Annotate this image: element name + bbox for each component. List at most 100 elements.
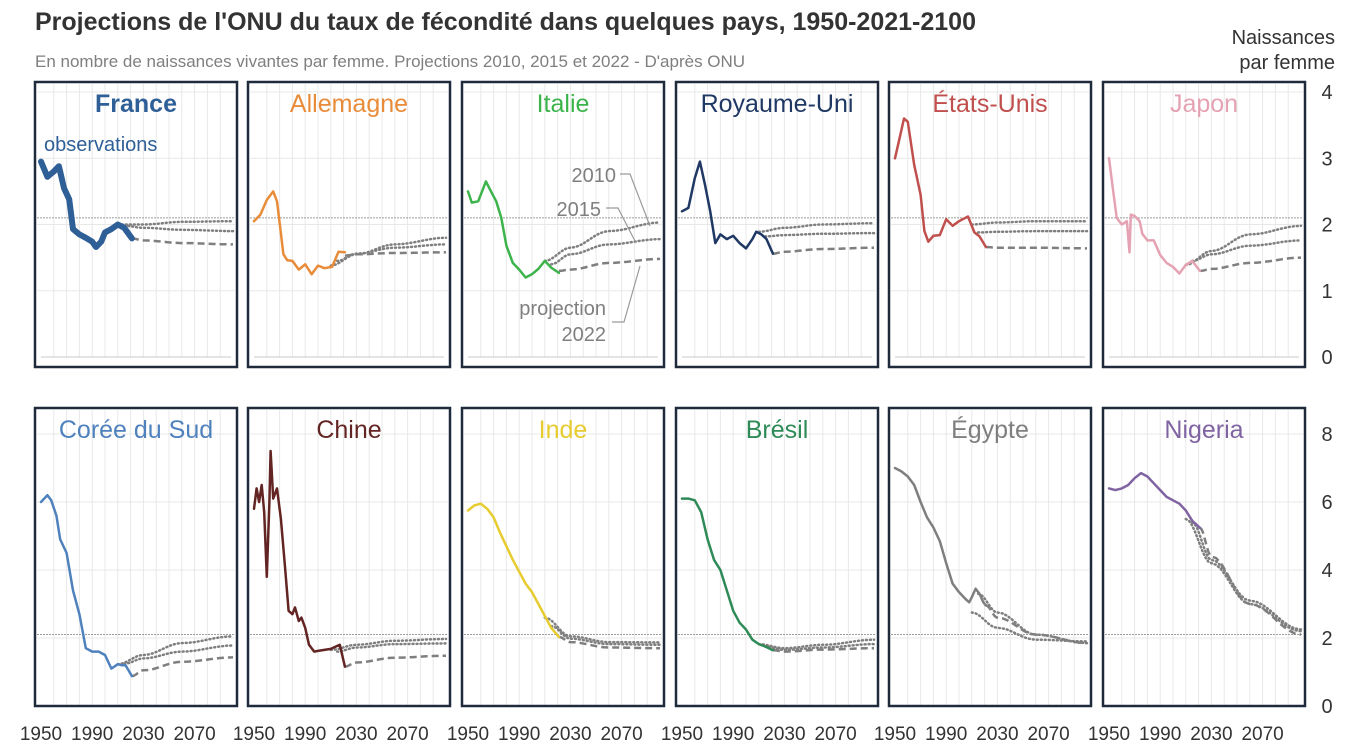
y-tick-label: 6 — [1321, 492, 1332, 514]
x-tick-label: 1950 — [447, 724, 489, 745]
observed-line — [680, 160, 775, 255]
projection-2010-line — [329, 236, 448, 267]
y-tick-label: 4 — [1321, 82, 1332, 104]
x-tick-label: 1950 — [874, 724, 916, 745]
projection-2015-line — [1190, 521, 1303, 631]
panel-title: Allemagne — [290, 90, 408, 118]
observed-line — [38, 158, 135, 250]
y-tick-label: 1 — [1321, 281, 1332, 303]
panel-frame — [1101, 80, 1307, 369]
x-tick-label: 1990 — [498, 724, 540, 745]
x-tick-label: 1950 — [661, 724, 703, 745]
panel-chine: Chine — [246, 406, 452, 708]
observed-line — [252, 449, 347, 668]
projection-2010-line — [970, 611, 1089, 643]
panel-etats-unis: États-Unis — [887, 80, 1093, 369]
projection-2022-line — [772, 246, 874, 255]
x-tick-label: 2030 — [549, 724, 591, 745]
y-axis-unit-line2: par femme — [1239, 52, 1335, 74]
panel-royaume-uni: Royaume-Uni — [674, 80, 880, 369]
x-tick-label: 1950 — [233, 724, 275, 745]
projection-2022-line — [344, 654, 447, 668]
projection-2010-line — [1184, 224, 1303, 267]
panel-japon: Japon — [1101, 80, 1307, 369]
x-tick-label: 1990 — [284, 724, 326, 745]
x-tick-label: 1950 — [1088, 724, 1130, 745]
projection-2015-line — [122, 224, 235, 233]
panel-title: Inde — [539, 416, 588, 444]
projection-2015-line — [335, 642, 448, 653]
observed-line — [893, 117, 988, 249]
chart-title: Projections de l'ONU du taux de fécondit… — [35, 8, 976, 36]
projection-2010-line — [1184, 517, 1303, 633]
panel-bresil: Brésil — [674, 406, 880, 708]
panel-title: États-Unis — [932, 89, 1047, 118]
panel-frame — [33, 80, 239, 369]
x-tick-label: 1990 — [712, 724, 754, 745]
observed-line — [680, 497, 775, 652]
leader-line-2015 — [606, 207, 637, 244]
projection-2010-line — [116, 219, 235, 226]
annotation-projection: projection — [519, 298, 606, 320]
panel-frame — [887, 80, 1093, 369]
panel-title: Japon — [1170, 90, 1238, 118]
projection-2022-line — [558, 635, 660, 650]
x-tick-label: 2030 — [335, 724, 377, 745]
y-tick-label: 0 — [1321, 347, 1332, 369]
projection-2010-line — [970, 219, 1089, 226]
x-tick-label: 2030 — [122, 724, 164, 745]
y-axis-unit: Naissances par femme — [1232, 26, 1335, 76]
panel-egypte: Égypte — [887, 406, 1093, 708]
projection-2022-line — [131, 237, 234, 246]
projection-2010-line — [543, 221, 662, 263]
projection-2022-line — [558, 257, 661, 273]
observed-line — [252, 190, 347, 276]
panel-title: Égypte — [951, 415, 1029, 444]
x-tick-label: 1990 — [1139, 724, 1181, 745]
x-tick-label: 2070 — [600, 724, 642, 745]
panel-frame — [887, 406, 1093, 708]
panel-title: Corée du Sud — [59, 416, 213, 444]
chart-subtitle: En nombre de naissances vivantes par fem… — [35, 52, 746, 71]
y-tick-label: 2 — [1321, 215, 1332, 237]
panel-title: Chine — [316, 416, 381, 444]
y-tick-label: 2 — [1321, 628, 1332, 650]
projection-2022-line — [985, 604, 1088, 645]
projection-2015-line — [549, 237, 662, 266]
observed-line — [466, 502, 561, 639]
projection-2022-line — [772, 646, 875, 653]
panel-frame — [460, 406, 666, 708]
x-tick-label: 1990 — [925, 724, 967, 745]
annotation-2022: 2022 — [562, 324, 607, 346]
panel-italie: Italie — [460, 80, 666, 369]
annotation-2010: 2010 — [572, 165, 617, 187]
projection-2015-line — [335, 243, 448, 263]
x-tick-label: 1950 — [20, 724, 62, 745]
panel-frame — [674, 80, 880, 369]
y-tick-label: 3 — [1321, 148, 1332, 170]
panel-title: Royaume-Uni — [701, 90, 854, 118]
leader-line-2022 — [612, 265, 641, 323]
projection-2010-line — [543, 616, 662, 644]
panel-title: Nigeria — [1164, 416, 1243, 444]
panel-title: France — [95, 90, 177, 118]
projection-2015-line — [549, 624, 662, 647]
projection-2022-line — [985, 245, 1088, 250]
x-tick-label: 2030 — [763, 724, 805, 745]
projection-2015-line — [763, 642, 876, 652]
panel-frame — [674, 406, 880, 708]
projection-2015-line — [976, 592, 1089, 645]
x-tick-label: 1990 — [71, 724, 113, 745]
panel-frame — [1101, 406, 1307, 708]
leader-line-2010 — [620, 173, 651, 227]
projection-2010-line — [329, 637, 448, 652]
panel-allemagne: Allemagne — [246, 80, 452, 369]
x-tick-label: 2030 — [976, 724, 1018, 745]
observed-line — [893, 466, 988, 607]
panel-title: Brésil — [746, 416, 809, 444]
panel-nigeria: Nigeria — [1101, 406, 1307, 708]
x-tick-label: 2070 — [1027, 724, 1069, 745]
x-tick-label: 2070 — [1241, 724, 1283, 745]
